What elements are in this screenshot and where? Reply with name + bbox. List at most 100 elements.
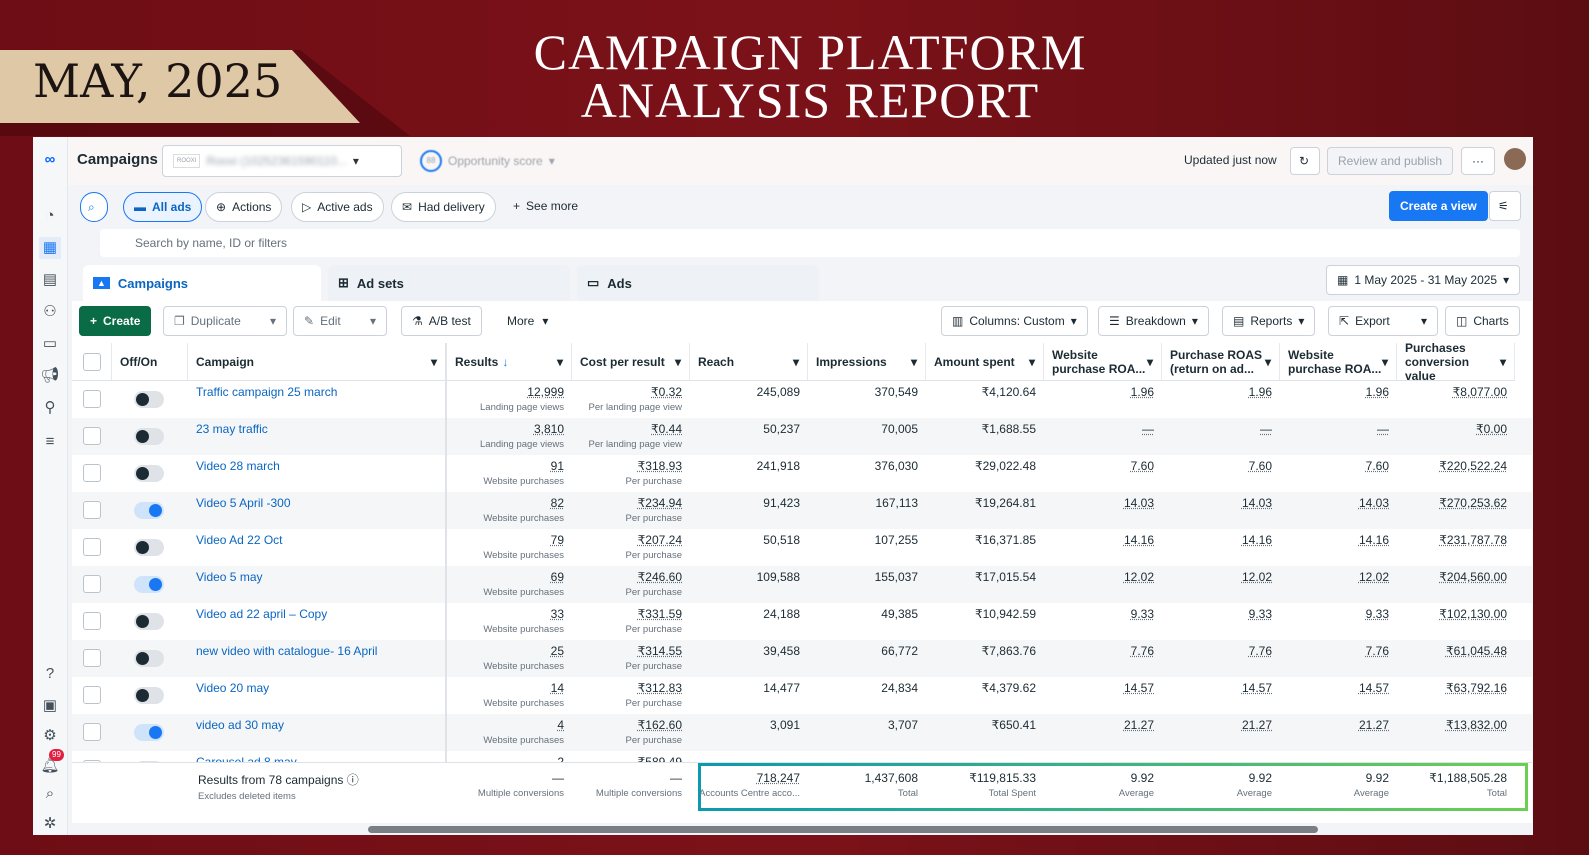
campaign-name-link[interactable]: Traffic campaign 25 march — [188, 381, 447, 418]
row-checkbox[interactable] — [83, 538, 101, 556]
tab-ad-sets[interactable]: ⊞ Ad sets — [328, 265, 570, 301]
search-button[interactable]: ⌕ — [80, 192, 108, 222]
column-header[interactable]: Reach ▾ — [690, 343, 808, 381]
campaign-toggle[interactable] — [134, 502, 164, 519]
table-row[interactable]: video ad 30 may 4 Website purchases ₹162.60… — [72, 714, 1532, 751]
row-checkbox[interactable] — [83, 686, 101, 704]
audiences-icon[interactable]: ⚇ — [43, 303, 57, 320]
row-checkbox[interactable] — [83, 427, 101, 445]
campaign-name-link[interactable]: new video with catalogue- 16 April — [188, 640, 447, 677]
help-icon[interactable]: ? — [45, 665, 55, 682]
column-header[interactable]: Website purchase ROA... ▾ — [1280, 343, 1397, 381]
campaign-name-link[interactable]: video ad 30 may — [188, 714, 447, 751]
filter-all-ads[interactable]: ▬ All ads — [123, 192, 203, 222]
campaign-toggle[interactable] — [134, 465, 164, 482]
table-row[interactable]: Video 20 may 14 Website purchases ₹312.83 Pe… — [72, 677, 1532, 714]
account-selector[interactable]: ROOXI Rooxi (10252361590110... ▾ — [162, 145, 402, 177]
network-icon[interactable]: ⚲ — [44, 399, 56, 416]
ab-test-button[interactable]: ⚗ A/B test — [401, 306, 482, 336]
table-row[interactable]: 23 may traffic 3,810 Landing page views ₹0.… — [72, 418, 1532, 455]
charts-button[interactable]: ◫ Charts — [1445, 306, 1520, 336]
see-more-button[interactable]: + See more — [513, 199, 578, 213]
search-icon[interactable]: ⌕ — [45, 785, 55, 802]
refresh-button[interactable]: ↻ — [1290, 147, 1320, 175]
campaign-name-link[interactable]: Video 5 April -300 — [188, 492, 447, 529]
table-row[interactable]: Traffic campaign 25 march 12,999 Landing p… — [72, 381, 1532, 418]
tab-ads[interactable]: ▭ Ads — [577, 265, 819, 301]
create-view-button[interactable]: Create a view — [1389, 191, 1488, 221]
table-row[interactable]: Video 5 may 69 Website purchases ₹246.60 Per… — [72, 566, 1532, 603]
campaign-toggle[interactable] — [134, 724, 164, 741]
column-header[interactable]: Amount spent ▾ — [926, 343, 1044, 381]
settings-gear-icon[interactable]: ⚙ — [43, 727, 57, 744]
reports-button[interactable]: ▤ Reports ▾ — [1222, 306, 1316, 336]
campaign-toggle[interactable] — [134, 391, 164, 408]
row-checkbox[interactable] — [83, 464, 101, 482]
filter-had-delivery[interactable]: ✉ Had delivery — [391, 192, 496, 222]
campaign-name-link[interactable]: Video Ad 22 Oct — [188, 529, 447, 566]
menu-icon[interactable]: ≡ — [45, 433, 55, 450]
campaign-toggle[interactable] — [134, 539, 164, 556]
campaigns-table-icon[interactable]: ▦ — [39, 237, 61, 259]
avatar[interactable] — [1504, 148, 1526, 170]
bug-icon[interactable]: ✲ — [43, 815, 57, 832]
billing-card-icon[interactable]: ▭ — [42, 335, 58, 352]
horizontal-scrollbar[interactable] — [368, 826, 1318, 833]
row-checkbox[interactable] — [83, 390, 101, 408]
search-input[interactable]: Search by name, ID or filters — [100, 229, 1520, 257]
export-button[interactable]: ⇱ Export ▾ — [1328, 306, 1438, 336]
campaign-toggle[interactable] — [134, 650, 164, 667]
table-row[interactable]: new video with catalogue- 16 April 25 Webs… — [72, 640, 1532, 677]
opportunity-score[interactable]: 88 Opportunity score ▾ — [420, 150, 555, 172]
column-header[interactable]: Website purchase ROA... ▾ — [1044, 343, 1162, 381]
filter-settings-button[interactable]: ⚟ — [1489, 191, 1521, 221]
select-all-checkbox[interactable] — [83, 353, 101, 371]
date-range-picker[interactable]: ▦ 1 May 2025 - 31 May 2025 ▾ — [1326, 265, 1521, 295]
pages-icon[interactable]: ▤ — [42, 271, 58, 288]
campaign-name-link[interactable]: 23 may traffic — [188, 418, 447, 455]
column-header[interactable]: Results ↓ ▾ — [447, 343, 572, 381]
dashboard-gauge-icon[interactable]: ◔ — [45, 207, 55, 224]
table-row[interactable]: Video Ad 22 Oct 79 Website purchases ₹207.2… — [72, 529, 1532, 566]
column-header[interactable]: Off/On — [112, 343, 188, 381]
table-row[interactable]: Video 5 April -300 82 Website purchases ₹23… — [72, 492, 1532, 529]
breakdown-button[interactable]: ☰ Breakdown ▾ — [1098, 306, 1209, 336]
create-button[interactable]: + Create — [79, 306, 152, 336]
campaign-toggle[interactable] — [134, 576, 164, 593]
row-checkbox[interactable] — [83, 612, 101, 630]
column-header[interactable]: Cost per result ▾ — [572, 343, 690, 381]
column-header[interactable]: Purchases conversion value ▾ — [1397, 343, 1515, 383]
campaign-name-link[interactable]: Video 5 may — [188, 566, 447, 603]
tab-campaigns[interactable]: ▲ Campaigns — [83, 265, 321, 301]
campaign-name-link[interactable]: Video ad 22 april – Copy — [188, 603, 447, 640]
campaign-name-link[interactable]: Video 20 may — [188, 677, 447, 714]
filter-actions[interactable]: ⊕ Actions — [205, 192, 283, 222]
table-row[interactable]: Video ad 22 april – Copy 33 Website purcha… — [72, 603, 1532, 640]
filter-active-ads[interactable]: ▷ Active ads — [291, 192, 384, 222]
column-header[interactable]: Campaign ▾ — [188, 343, 447, 381]
row-checkbox[interactable] — [83, 575, 101, 593]
row-checkbox[interactable] — [83, 723, 101, 741]
cell-value: 66,772 — [881, 644, 918, 658]
cell-value: ₹17,015.54 — [974, 570, 1036, 584]
more-options-button[interactable]: ··· — [1461, 147, 1495, 175]
column-header[interactable]: Purchase ROAS (return on ad... ▾ — [1162, 343, 1280, 381]
row-checkbox[interactable] — [83, 501, 101, 519]
notes-icon[interactable]: ▣ — [42, 697, 58, 714]
megaphone-icon[interactable]: 📢︎ — [40, 367, 60, 384]
edit-button[interactable]: ✎ Edit ▾ — [293, 306, 387, 336]
campaign-toggle[interactable] — [134, 613, 164, 630]
summary-value: ₹119,815.33 — [969, 771, 1036, 785]
info-icon[interactable]: ⓘ — [346, 773, 359, 787]
column-header[interactable]: Impressions ▾ — [808, 343, 926, 381]
campaign-name-link[interactable]: Video 28 march — [188, 455, 447, 492]
campaign-toggle[interactable] — [134, 428, 164, 445]
columns-button[interactable]: ▥ Columns: Custom ▾ — [941, 306, 1088, 336]
row-checkbox[interactable] — [83, 649, 101, 667]
review-publish-button[interactable]: Review and publish — [1327, 147, 1454, 175]
table-row[interactable]: Video 28 march 91 Website purchases ₹318.93… — [72, 455, 1532, 492]
more-button[interactable]: More ▾ — [507, 314, 548, 328]
notifications-bell-icon[interactable]: 🔔︎ 99 — [39, 749, 64, 777]
duplicate-button[interactable]: ❐ Duplicate ▾ — [163, 306, 287, 336]
campaign-toggle[interactable] — [134, 687, 164, 704]
